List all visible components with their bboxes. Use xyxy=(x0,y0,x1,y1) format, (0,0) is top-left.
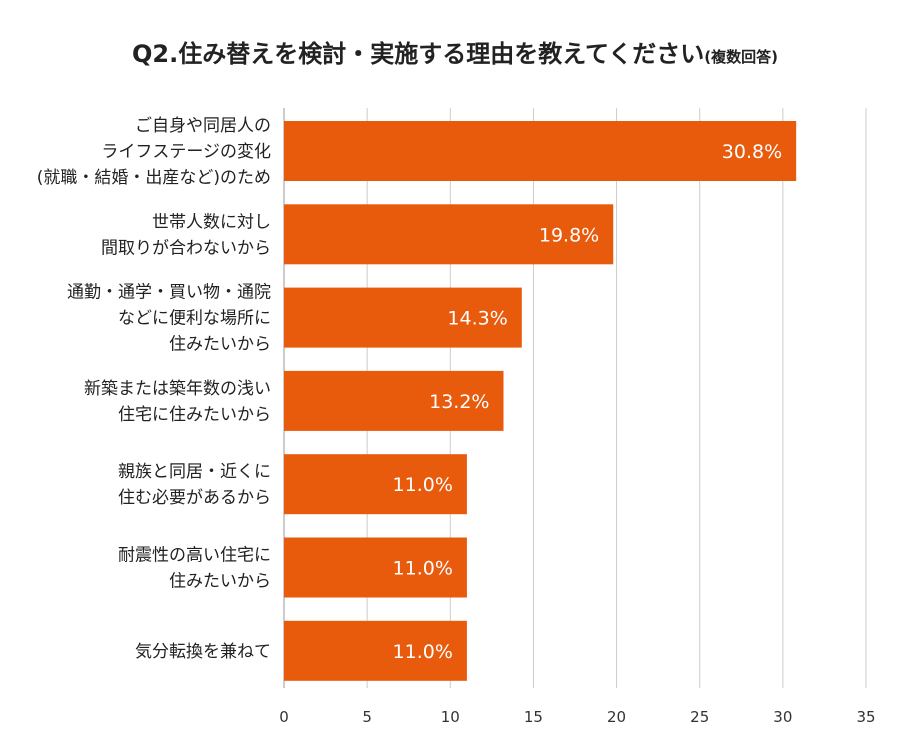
category-label-4: 親族と同居・近くに住む必要があるから xyxy=(118,462,271,508)
bars-group xyxy=(284,121,797,681)
category-label-line: 気分転換を兼ねて xyxy=(135,642,271,662)
x-tick-label-20: 20 xyxy=(607,708,626,726)
x-tick-label-25: 25 xyxy=(690,708,709,726)
category-label-line: 住みたいから xyxy=(169,572,271,592)
x-tick-label-35: 35 xyxy=(856,708,875,726)
x-tick-label-5: 5 xyxy=(362,708,372,726)
category-label-2: 通勤・通学・買い物・通院などに便利な場所に住みたいから xyxy=(67,283,271,355)
bar-4 xyxy=(284,454,467,515)
value-label-6: 11.0% xyxy=(393,641,453,663)
value-label-3: 13.2% xyxy=(429,391,489,413)
value-label-2: 14.3% xyxy=(447,308,507,330)
value-label-5: 11.0% xyxy=(393,558,453,580)
category-label-line: (就職・結婚・出産など)のため xyxy=(37,168,271,188)
category-label-3: 新築または築年数の浅い住宅に住みたいから xyxy=(84,379,271,425)
category-label-line: 親族と同居・近くに xyxy=(118,462,271,482)
category-label-line: ご自身や同居人の xyxy=(135,116,271,136)
x-tick-label-30: 30 xyxy=(773,708,792,726)
category-label-line: 耐震性の高い住宅に xyxy=(118,546,271,566)
category-label-line: 間取りが合わないから xyxy=(101,238,271,258)
x-tick-label-10: 10 xyxy=(441,708,460,726)
bar-1 xyxy=(284,204,614,265)
category-label-line: 住宅に住みたいから xyxy=(118,405,271,425)
x-axis-ticks: 0 5 10 15 20 25 30 35 xyxy=(279,708,875,726)
category-label-line: などに便利な場所に xyxy=(118,309,271,329)
bar-5 xyxy=(284,537,467,598)
bar-2 xyxy=(284,287,522,348)
bar-6 xyxy=(284,620,467,681)
category-label-line: 通勤・通学・買い物・通院 xyxy=(67,283,271,303)
category-label-line: 世帯人数に対し xyxy=(152,212,271,232)
chart-title-text: Q2.住み替えを検討・実施する理由を教えてください xyxy=(131,40,705,68)
category-label-0: ご自身や同居人のライフステージの変化 (就職・結婚・出産など)のため xyxy=(37,116,271,188)
value-labels: 30.8% 19.8% 14.3% 13.2% 11.0% 11.0% 11.0% xyxy=(393,141,783,663)
category-label-1: 世帯人数に対し間取りが合わないから xyxy=(101,212,271,258)
value-label-0: 30.8% xyxy=(722,141,782,163)
chart-subtitle: (複数回答) xyxy=(704,48,779,66)
x-tick-label-0: 0 xyxy=(279,708,289,726)
category-label-6: 気分転換を兼ねて xyxy=(135,642,271,662)
category-label-line: 住みたいから xyxy=(169,335,271,355)
value-label-4: 11.0% xyxy=(393,474,453,496)
x-tick-label-15: 15 xyxy=(524,708,543,726)
category-label-line: 新築または築年数の浅い xyxy=(84,379,271,399)
chart-title: Q2.住み替えを検討・実施する理由を教えてください(複数回答) xyxy=(0,34,910,69)
bar-0 xyxy=(284,121,797,181)
category-labels: ご自身や同居人のライフステージの変化 (就職・結婚・出産など)のため世帯人数に対し… xyxy=(37,116,271,662)
value-label-1: 19.8% xyxy=(539,224,599,246)
bar-3 xyxy=(284,370,504,431)
category-label-line: ライフステージの変化 xyxy=(101,142,271,162)
category-label-5: 耐震性の高い住宅に住みたいから xyxy=(118,546,271,592)
category-label-line: 住む必要があるから xyxy=(118,488,271,508)
